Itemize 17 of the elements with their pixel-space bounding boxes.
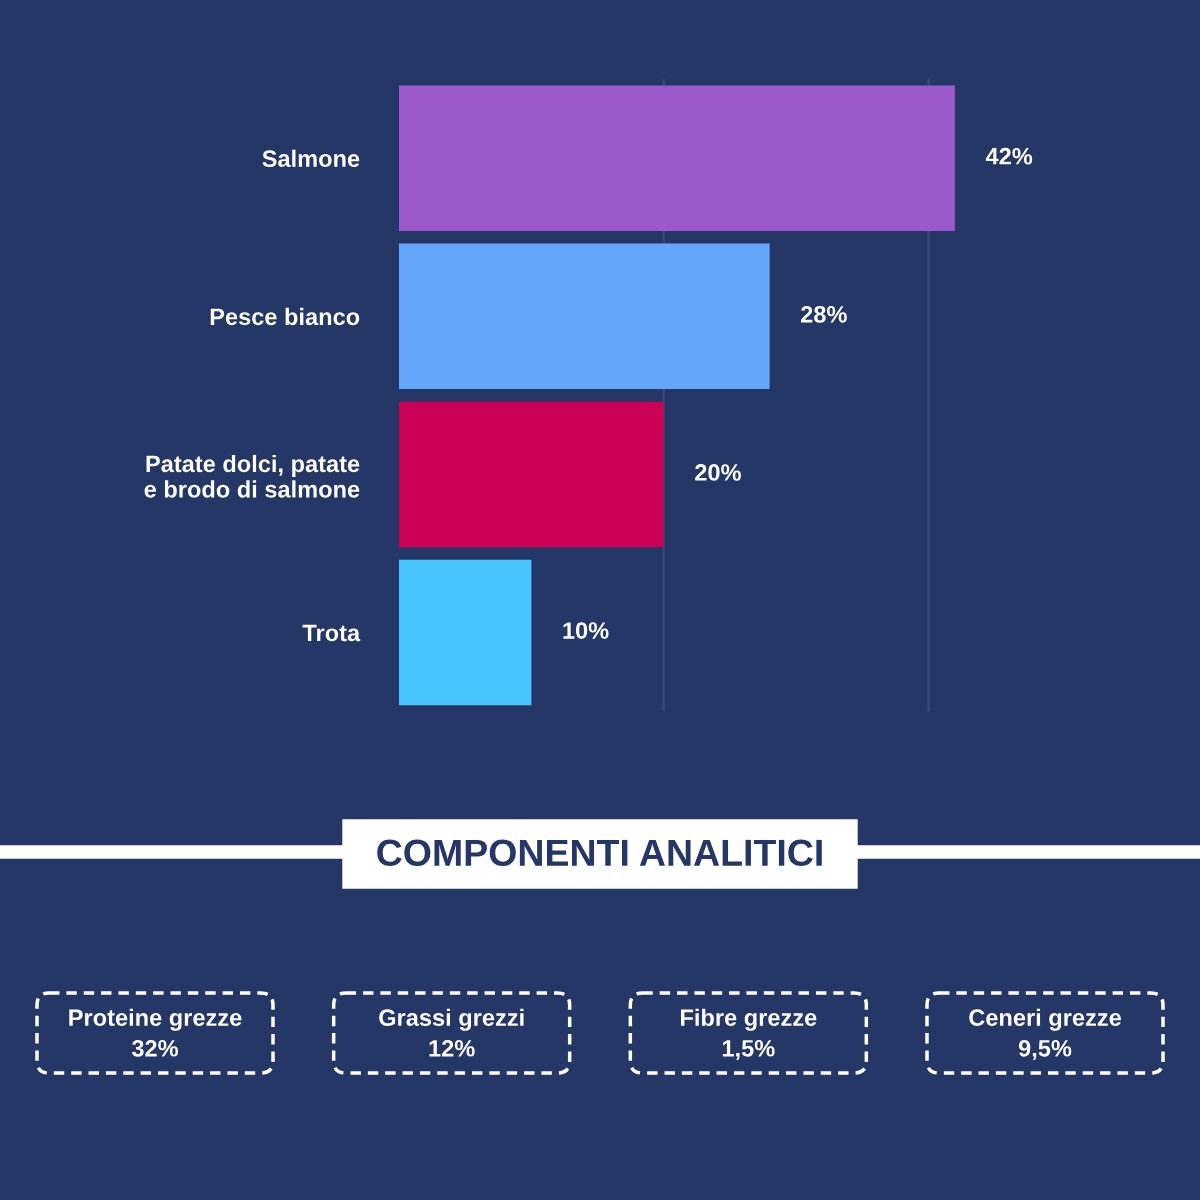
y-tick-label: Patate dolci, patate e brodo di salmone	[144, 454, 360, 498]
data-label: 20%	[695, 464, 741, 481]
data-label: 42%	[985, 147, 1033, 165]
data-label: 28%	[801, 305, 847, 323]
data-label: 10%	[563, 622, 609, 639]
text: Grassi grezzi 12%	[379, 1008, 524, 1057]
bar	[399, 401, 664, 548]
y-tick-label: Trota	[302, 624, 361, 642]
bar	[399, 243, 770, 390]
y-tick-label: Pesce bianco	[210, 307, 360, 326]
bar	[399, 85, 955, 231]
text: Fibre grezze 1,5%	[681, 1008, 817, 1061]
bar	[399, 559, 532, 706]
text: Proteine grezze 32%	[69, 1008, 242, 1057]
text: Ceneri grezze 9,5%	[969, 1008, 1121, 1061]
text: COMPONENTI ANALITICI	[377, 839, 822, 867]
y-tick-label: Salmone	[262, 149, 360, 168]
